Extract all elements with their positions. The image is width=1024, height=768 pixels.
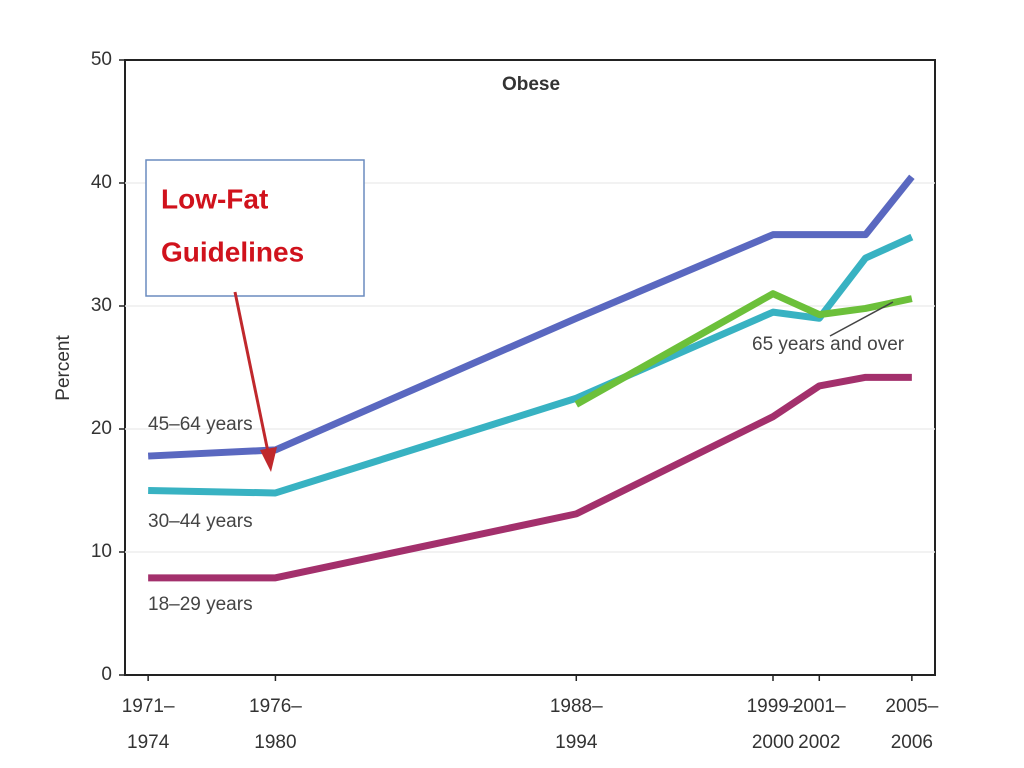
annotation-arrow: [233, 291, 270, 453]
y-tick-label: 40: [91, 172, 112, 193]
x-tick-label: 2000: [752, 732, 794, 753]
x-tick-label: 1999–: [747, 696, 800, 717]
x-tick-label: 1994: [555, 732, 598, 753]
x-tick-label: 1971–: [122, 696, 175, 717]
x-tick-label: 2005–: [885, 696, 938, 717]
annotation-box: [145, 159, 365, 297]
y-tick-label: 0: [101, 664, 112, 685]
series-label: 18–29 years: [148, 594, 253, 615]
series-line: [574, 290, 913, 408]
x-tick-label: 1980: [254, 732, 296, 753]
x-tick-label: 2006: [891, 732, 933, 753]
x-tick-label: 1976–: [249, 696, 302, 717]
series-label: 45–64 years: [148, 414, 253, 435]
y-tick-label: 10: [91, 541, 112, 562]
x-tick-label: 1988–: [550, 696, 603, 717]
plot-frame: [124, 59, 936, 676]
y-tick-label: 30: [91, 295, 112, 316]
series-label: 30–44 years: [148, 511, 253, 532]
annotation-arrowhead: [260, 447, 277, 472]
x-tick-label: 1974: [127, 732, 170, 753]
y-axis-label: Percent: [53, 335, 74, 401]
series-line: [148, 373, 912, 582]
label-leader: [829, 301, 894, 337]
x-tick-label: 2001–: [793, 696, 846, 717]
series-line: [148, 233, 914, 497]
annotation-text: Low-Fat: [161, 183, 268, 214]
y-tick-label: 20: [91, 418, 112, 439]
chart-title: Obese: [502, 74, 560, 95]
annotation-text: Guidelines: [161, 236, 304, 267]
y-tick-label: 50: [91, 49, 112, 70]
series-label: 65 years and over: [752, 334, 905, 355]
x-tick-label: 2002: [798, 732, 840, 753]
